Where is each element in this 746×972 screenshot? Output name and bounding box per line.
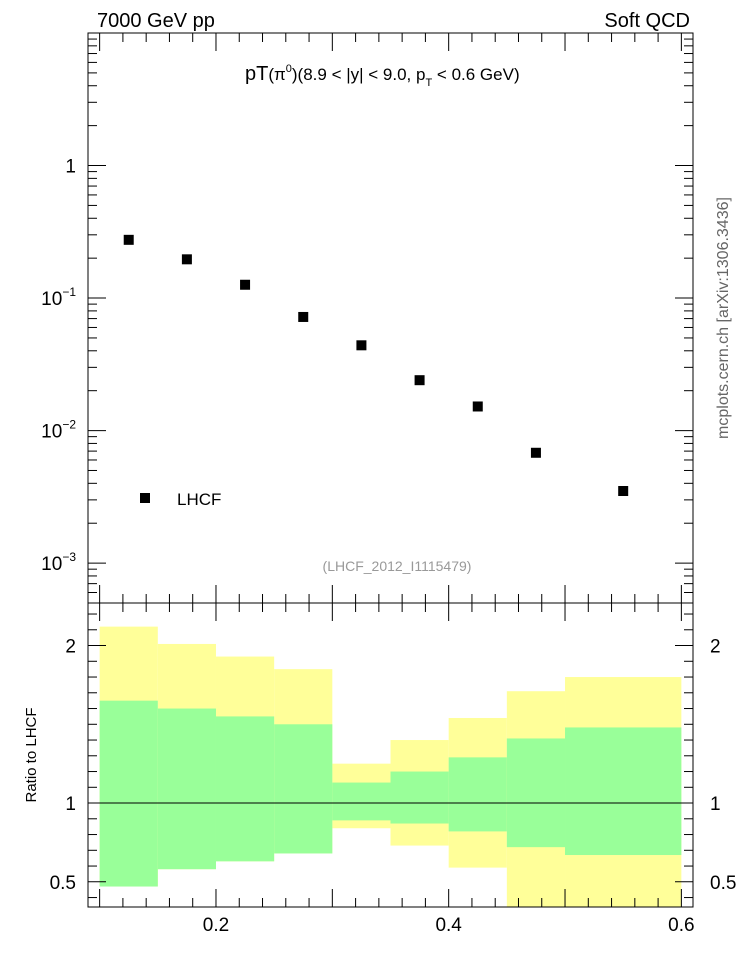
y-tick-label: 1: [65, 157, 76, 178]
ratio-bands: [99, 626, 682, 907]
inner-band: [332, 782, 391, 821]
title-paren-open: (: [268, 65, 274, 84]
ratio-plot-frame: [87, 602, 694, 908]
inner-band: [390, 771, 449, 824]
x-tick-label: 0.4: [435, 915, 462, 936]
title-cuts-subscript: T: [425, 77, 432, 89]
ratio-y-tick-label-left: 0.5: [50, 873, 76, 894]
legend-marker: [140, 493, 150, 503]
title-cuts-end: < 0.6 GeV): [432, 65, 519, 84]
data-point: [414, 375, 425, 386]
main-plot: 1 10−1 10−2 10−3 pT(π0)(8.9 < |y| < 9.0, pT…: [41, 32, 694, 604]
x-tick-label: 0.6: [668, 915, 694, 936]
ratio-y-tick-label-right: 0.5: [710, 873, 736, 894]
analysis-id-annotation: (LHCF_2012_I1115479): [323, 558, 472, 574]
title-observable: pT: [245, 63, 268, 85]
main-ticks: 1 10−1 10−2 10−3: [41, 32, 693, 604]
ratio-y-tick-label-left: 1: [65, 794, 76, 815]
inner-band: [506, 738, 566, 848]
title-paren-close: ): [292, 65, 298, 84]
main-plot-frame: [87, 32, 694, 604]
data-point: [356, 340, 367, 351]
inner-band: [157, 708, 216, 870]
ratio-y-tick-label-right: 2: [710, 637, 721, 658]
ratio-plot: 0.5 0.5 1 1 2 2 0.2 0.4 0.6 Ratio to LHCF: [23, 602, 736, 936]
data-point: [181, 254, 192, 265]
data-point: [472, 401, 483, 412]
title-particle: π: [274, 65, 286, 84]
x-tick-label: 0.2: [203, 915, 229, 936]
title-particle-superscript: 0: [286, 63, 292, 75]
inner-band: [565, 727, 682, 856]
data-point: [530, 447, 541, 458]
inner-band: [448, 757, 507, 832]
ratio-ticks: 0.5 0.5 1 1 2 2 0.2 0.4 0.6: [50, 603, 736, 936]
data-point: [240, 279, 251, 290]
ratio-y-tick-label-right: 1: [710, 794, 721, 815]
data-point: [618, 486, 629, 497]
data-point: [298, 311, 309, 322]
title-cuts: (8.9 < |y| < 9.0, p: [298, 65, 426, 84]
ratio-y-axis-label: Ratio to LHCF: [23, 707, 40, 802]
source-side-label: mcplots.cern.ch [arXiv:1306.3436]: [715, 197, 732, 439]
legend-label: LHCF: [177, 490, 221, 509]
y-tick-label: 10−3: [41, 550, 76, 575]
process-label: Soft QCD: [604, 10, 690, 32]
collision-energy-label: 7000 GeV pp: [97, 10, 215, 32]
plot-title: pT(π0)(8.9 < |y| < 9.0, pT < 0.6 GeV): [245, 63, 520, 89]
ratio-y-tick-label-left: 2: [65, 637, 76, 658]
data-points: [123, 234, 629, 497]
inner-band: [274, 724, 333, 854]
inner-band: [99, 700, 158, 887]
y-tick-label: 10−1: [41, 285, 76, 310]
data-point: [123, 234, 134, 245]
inner-band: [215, 716, 275, 862]
y-tick-label: 10−2: [41, 418, 76, 443]
